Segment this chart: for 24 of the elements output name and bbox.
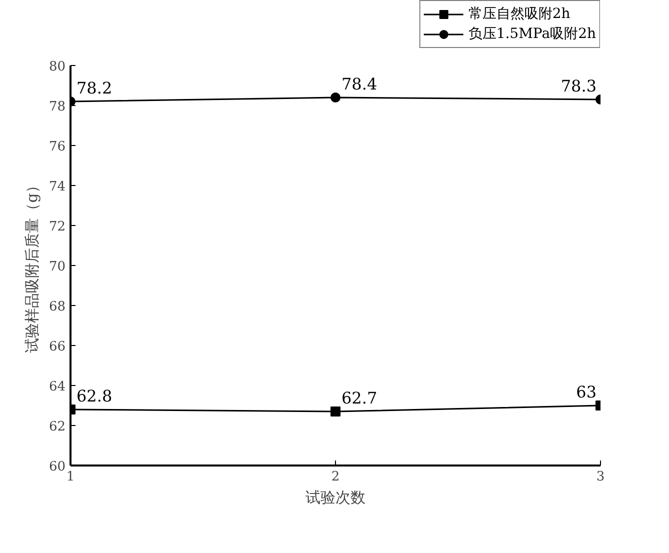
data-label: 78.4 — [342, 74, 378, 94]
data-label: 62.7 — [342, 388, 378, 408]
data-label: 78.3 — [560, 76, 596, 96]
y-tick-label: 68 — [48, 300, 66, 314]
y-tick-label: 62 — [48, 420, 66, 434]
y-tick-label: 66 — [48, 340, 66, 354]
x-axis-title: 试验次数 — [306, 488, 366, 506]
y-tick-label: 78 — [48, 100, 66, 114]
y-tick-label: 76 — [48, 140, 66, 154]
data-label: 63 — [576, 382, 596, 402]
y-tick-label: 80 — [48, 60, 66, 74]
y-tick-label: 64 — [48, 380, 66, 394]
data-label: 62.8 — [76, 386, 112, 406]
legend-label: 负压1.5MPa吸附2h — [468, 25, 596, 43]
y-tick-label: 72 — [48, 220, 66, 234]
y-axis-title: 试验样品吸附后质量（g） — [22, 178, 41, 353]
x-tick-label: 1 — [66, 470, 75, 484]
y-tick-label: 60 — [48, 460, 66, 474]
x-tick-label: 3 — [596, 470, 605, 484]
data-label: 78.2 — [76, 78, 112, 98]
x-tick-label: 2 — [331, 470, 340, 484]
y-tick-label: 70 — [48, 260, 66, 274]
y-tick-label: 74 — [48, 180, 66, 194]
legend-label: 常压自然吸附2h — [468, 5, 570, 23]
